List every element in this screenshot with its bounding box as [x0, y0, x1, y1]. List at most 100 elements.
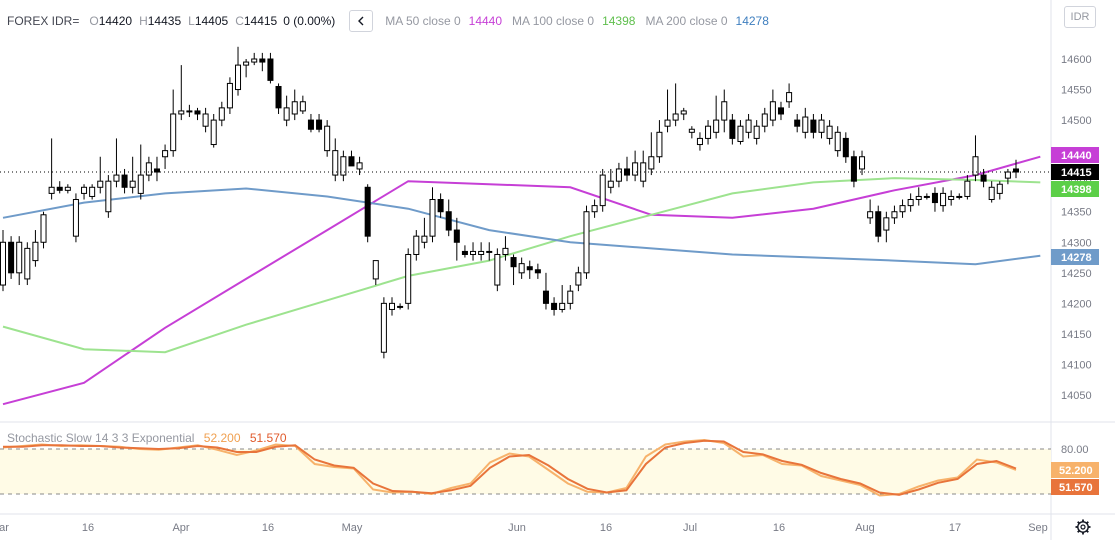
candle-body	[591, 205, 598, 213]
candle	[729, 113, 736, 145]
candle	[680, 107, 687, 121]
candle	[518, 257, 525, 279]
candle	[842, 132, 849, 163]
candle	[575, 266, 582, 292]
candle-body	[729, 119, 736, 139]
candle-body	[940, 192, 947, 207]
candle	[859, 150, 866, 176]
candle	[445, 199, 452, 237]
candle-body	[583, 211, 590, 274]
candle	[129, 156, 136, 194]
stoch-y-tick: 80.00	[1061, 444, 1089, 456]
candle-body	[437, 199, 444, 213]
candle-body	[202, 113, 209, 127]
price-label: 14278	[1051, 249, 1099, 265]
candle	[672, 83, 679, 127]
candle	[162, 144, 169, 169]
candle	[534, 263, 541, 279]
candle-body	[24, 247, 31, 280]
candle-body	[648, 156, 655, 170]
candle	[16, 236, 23, 286]
candle-body	[429, 199, 436, 237]
candle	[170, 89, 177, 157]
candle	[510, 254, 517, 286]
candle-body	[607, 180, 614, 188]
candle-body	[275, 85, 282, 109]
ma100-label[interactable]: MA 100 close 0	[512, 14, 595, 28]
y-tick-label: 14300	[1061, 237, 1092, 249]
gear-icon[interactable]	[1074, 518, 1092, 536]
x-tick-label: ar	[0, 522, 9, 534]
candle-body	[777, 107, 784, 115]
price-label-bg	[1051, 164, 1099, 180]
candle-body	[761, 113, 768, 127]
candle	[283, 95, 290, 127]
candle-body	[226, 82, 233, 109]
candle-body	[40, 214, 47, 243]
y-tick-label: 14200	[1061, 298, 1092, 310]
candle-body	[948, 195, 955, 201]
candle-body	[632, 162, 639, 176]
candle-body	[494, 253, 501, 286]
candle-body	[883, 217, 890, 231]
low-value: 14405	[194, 14, 229, 28]
ma200-label[interactable]: MA 200 close 0	[645, 14, 728, 28]
candle-body	[534, 269, 541, 274]
candle	[664, 89, 671, 133]
candle	[89, 184, 96, 200]
candle	[826, 120, 833, 145]
x-tick-label: Jun	[508, 522, 526, 534]
candle-body	[907, 199, 914, 207]
stochastic-legend: Stochastic Slow 14 3 3 Exponential 52.20…	[7, 431, 287, 445]
candle	[891, 205, 898, 224]
candle	[907, 193, 914, 212]
candle-body	[745, 119, 752, 133]
candle	[542, 272, 549, 310]
candle	[899, 199, 906, 218]
candle-body	[891, 211, 898, 219]
price-label-text: 14415	[1061, 167, 1092, 179]
candle	[267, 52, 274, 84]
price-label-bg	[1051, 181, 1099, 197]
candle-body	[551, 302, 558, 310]
candle-body	[680, 110, 687, 115]
stochastic-label[interactable]: Stochastic Slow 14 3 3 Exponential	[7, 431, 195, 445]
candle	[356, 156, 363, 176]
candle	[883, 211, 890, 243]
stoch-label-text: 52.200	[1059, 465, 1093, 477]
stoch-line	[3, 439, 1017, 496]
candle-body	[16, 241, 23, 274]
high-value: 14435	[147, 14, 182, 28]
candle	[178, 65, 185, 121]
candle-body	[672, 113, 679, 121]
candle	[40, 211, 47, 249]
candle-body	[145, 162, 152, 176]
x-tick-label: May	[342, 522, 363, 534]
candle	[526, 260, 533, 279]
candle	[332, 138, 339, 182]
candle	[478, 242, 485, 261]
candle-body	[64, 186, 71, 191]
collapse-legend-button[interactable]	[349, 10, 374, 32]
candle	[105, 175, 112, 218]
candle	[972, 135, 979, 182]
x-tick-label: 16	[600, 522, 612, 534]
candle-body	[899, 205, 906, 213]
candle	[931, 187, 938, 212]
ma50-label[interactable]: MA 50 close 0	[385, 14, 461, 28]
candle-body	[931, 192, 938, 204]
candle-body	[105, 180, 112, 213]
candle-body	[721, 101, 728, 121]
candle-body	[518, 263, 525, 274]
currency-button[interactable]: IDR	[1064, 6, 1096, 28]
candle	[745, 113, 752, 139]
candle	[202, 107, 209, 133]
candle-body	[867, 211, 874, 219]
candle	[875, 205, 882, 243]
ma-line	[2, 177, 1041, 354]
candle-body	[397, 305, 404, 308]
change-value: 0 (0.00%)	[283, 14, 336, 28]
candle-body	[218, 107, 225, 121]
candle-body	[72, 199, 79, 237]
